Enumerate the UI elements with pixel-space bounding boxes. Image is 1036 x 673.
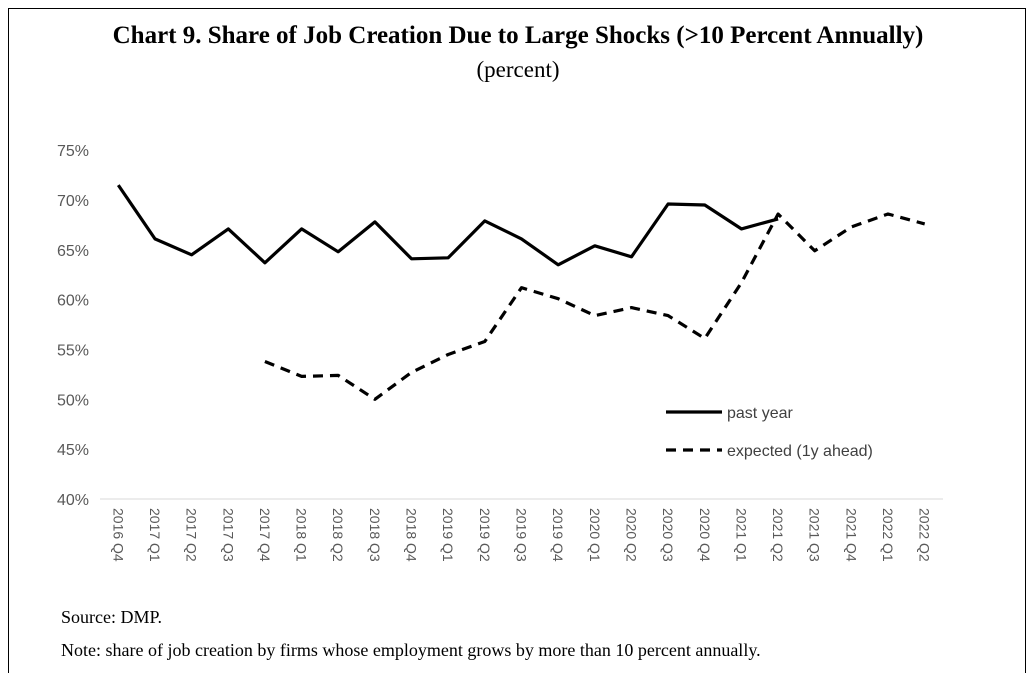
x-tick-label: 2019 Q2 (477, 508, 493, 562)
x-tick-label: 2019 Q4 (550, 508, 566, 562)
y-tick-label: 55% (57, 343, 89, 360)
expected-series-line (264, 212, 926, 401)
series-lines (116, 184, 926, 401)
x-tick-label: 2019 Q3 (514, 508, 530, 562)
x-tick-label: 2022 Q1 (880, 508, 896, 562)
chart-frame (8, 8, 1026, 673)
x-tick-label: 2021 Q3 (807, 508, 823, 562)
y-tick-label: 75% (57, 143, 89, 160)
legend: past year expected (1y ahead) (666, 405, 873, 460)
x-tick-label: 2017 Q3 (220, 508, 236, 562)
legend-label: expected (1y ahead) (727, 443, 873, 460)
x-tick-label: 2020 Q3 (660, 508, 676, 562)
source-text: Source: DMP. (61, 607, 163, 627)
chart-subtitle: (percent) (476, 57, 560, 82)
x-tick-label: 2017 Q4 (257, 508, 273, 562)
x-tick-label: 2022 Q2 (917, 508, 933, 562)
x-tick-label: 2018 Q3 (367, 508, 383, 562)
y-tick-label: 70% (57, 193, 89, 210)
x-tick-label: 2016 Q4 (110, 508, 126, 562)
note-text: Note: share of job creation by firms who… (61, 640, 761, 660)
x-tick-label: 2018 Q2 (330, 508, 346, 562)
x-tick-label: 2020 Q4 (697, 508, 713, 562)
x-tick-label: 2020 Q1 (587, 508, 603, 562)
x-tick-label: 2019 Q1 (440, 508, 456, 562)
y-tick-label: 40% (57, 492, 89, 509)
y-tick-label: 60% (57, 293, 89, 310)
x-tick-label: 2017 Q1 (147, 508, 163, 562)
y-tick-label: 45% (57, 442, 89, 459)
y-tick-label: 50% (57, 392, 89, 409)
x-axis-ticks: 2016 Q4 2017 Q1 2017 Q2 2017 Q3 2017 Q4 2018 … (110, 508, 932, 562)
past-year-series-line (116, 184, 779, 267)
x-tick-label: 2018 Q4 (404, 508, 420, 562)
x-tick-label: 2018 Q1 (294, 508, 310, 562)
y-tick-label: 65% (57, 243, 89, 260)
x-tick-label: 2021 Q1 (733, 508, 749, 562)
x-tick-label: 2020 Q2 (623, 508, 639, 562)
legend-label: past year (727, 405, 793, 422)
y-axis-ticks: 40% 45% 50% 55% 60% 65% 70% 75% (57, 143, 89, 509)
x-tick-label: 2017 Q2 (184, 508, 200, 562)
chart-title: Chart 9. Share of Job Creation Due to La… (112, 22, 924, 49)
x-tick-label: 2021 Q4 (843, 508, 859, 562)
x-tick-label: 2021 Q2 (770, 508, 786, 562)
